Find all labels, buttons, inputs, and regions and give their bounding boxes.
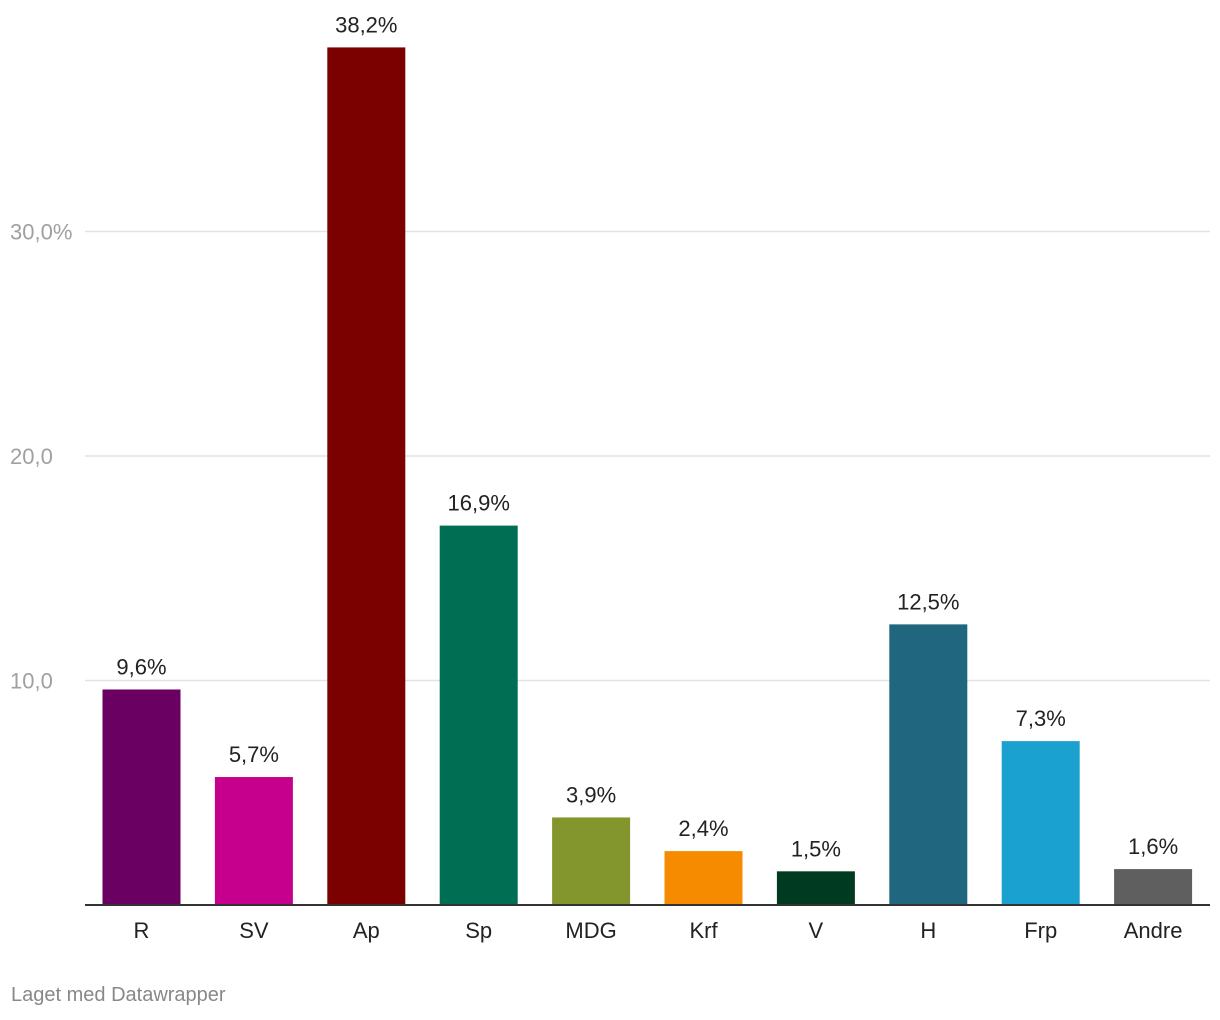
bar-r[interactable] <box>102 689 181 905</box>
x-tick-label: Krf <box>689 918 718 943</box>
x-tick-label: Sp <box>465 918 492 943</box>
bar-mdg[interactable] <box>552 817 631 905</box>
data-label: 38,2% <box>335 12 397 37</box>
x-tick-label: Ap <box>353 918 380 943</box>
data-label: 1,6% <box>1128 834 1178 859</box>
x-tick-label: V <box>809 918 824 943</box>
bar-sp[interactable] <box>439 525 518 905</box>
x-tick-label: Frp <box>1024 918 1057 943</box>
footer-credit[interactable]: Laget med Datawrapper <box>11 984 226 1006</box>
bar-chart: 10,0 20,0 30,0% 9,6% 5,7% 38,2% 16,9% 3,9% 2,4%… <box>10 12 1210 943</box>
bar-ap[interactable] <box>327 47 406 906</box>
grid-layer: 10,0 20,0 30,0% <box>10 220 1210 694</box>
x-axis: R SV Ap Sp MDG Krf V H Frp Andre <box>85 904 1210 943</box>
data-label: 12,5% <box>897 589 959 614</box>
x-tick-label: R <box>134 918 150 943</box>
bar-h[interactable] <box>889 624 968 905</box>
x-tick-label: MDG <box>565 918 616 943</box>
x-tick-label: Andre <box>1124 918 1183 943</box>
data-label: 1,5% <box>791 836 841 861</box>
bars-layer <box>102 47 1193 906</box>
x-tick-label: SV <box>239 918 269 943</box>
data-label: 16,9% <box>448 491 510 516</box>
bar-andre[interactable] <box>1114 869 1193 905</box>
data-label: 9,6% <box>116 654 166 679</box>
y-tick-label: 10,0 <box>10 669 53 694</box>
bar-krf[interactable] <box>664 851 743 905</box>
data-label: 2,4% <box>678 816 728 841</box>
y-tick-label: 20,0 <box>10 444 53 469</box>
bar-v[interactable] <box>776 871 855 905</box>
data-label: 5,7% <box>229 742 279 767</box>
data-labels-layer: 9,6% 5,7% 38,2% 16,9% 3,9% 2,4% 1,5% 12,5% 7,3% 1… <box>116 12 1178 861</box>
bar-frp[interactable] <box>1001 741 1080 905</box>
bar-sv[interactable] <box>214 777 293 905</box>
y-tick-label: 30,0% <box>10 220 72 245</box>
x-tick-label: H <box>920 918 936 943</box>
data-label: 7,3% <box>1016 706 1066 731</box>
data-label: 3,9% <box>566 782 616 807</box>
